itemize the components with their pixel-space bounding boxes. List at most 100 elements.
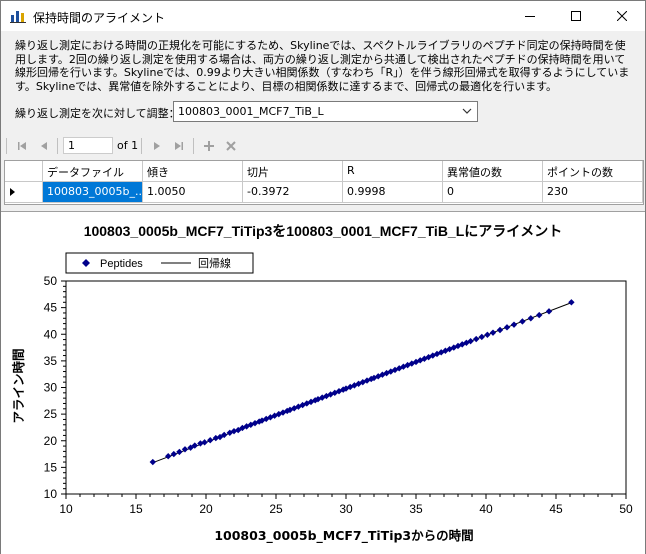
y-tick-label: 40	[44, 327, 58, 341]
peptide-point[interactable]	[207, 437, 214, 444]
last-record-button[interactable]	[171, 138, 187, 154]
column-header[interactable]: 切片	[243, 161, 343, 182]
description-text: 繰り返し測定における時間の正規化を可能にするため、Skylineでは、スペクトル…	[15, 39, 630, 93]
peptide-point[interactable]	[527, 315, 534, 322]
alignment-chart[interactable]: 100803_0005b_MCF7_TiTip3を100803_0001_MCF…	[1, 212, 645, 554]
record-navigator	[1, 135, 645, 157]
next-icon	[154, 142, 160, 150]
close-icon	[617, 11, 627, 21]
peptide-point[interactable]	[536, 311, 543, 319]
title-bar[interactable]: 保持時間のアライメント	[1, 1, 645, 31]
y-tick-label: 25	[44, 407, 58, 421]
peptide-point[interactable]	[412, 358, 420, 366]
peptide-point[interactable]	[351, 382, 358, 389]
x-tick-label: 25	[269, 502, 283, 516]
peptide-point[interactable]	[568, 299, 575, 306]
row-header-corner	[5, 161, 43, 182]
peptide-point[interactable]	[503, 324, 511, 331]
maximize-icon	[571, 11, 581, 21]
adjust-label: 繰り返し測定を次に対して調整：	[15, 107, 180, 120]
navigator-separator	[141, 138, 142, 154]
peptide-point[interactable]	[191, 442, 198, 449]
delete-record-button[interactable]	[223, 138, 239, 154]
peptide-point[interactable]	[510, 321, 518, 328]
peptide-point[interactable]	[467, 337, 474, 345]
peptide-point[interactable]	[176, 448, 183, 456]
table-cell[interactable]: 1.0050	[143, 182, 243, 203]
x-tick-label: 30	[339, 502, 353, 516]
x-tick-label: 40	[479, 502, 493, 516]
table-cell[interactable]: 0	[443, 182, 543, 203]
legend-entry-regression: 回帰線	[198, 256, 231, 270]
y-tick-label: 35	[44, 354, 58, 368]
maximize-button[interactable]	[553, 1, 599, 31]
replicate-combobox-value: 100803_0001_MCF7_TiB_L	[178, 105, 324, 118]
peptide-point[interactable]	[342, 385, 350, 392]
close-button[interactable]	[599, 1, 645, 31]
prev-icon	[41, 142, 47, 150]
alignment-chart-panel[interactable]: 100803_0005b_MCF7_TiTip3を100803_0001_MCF…	[1, 211, 645, 554]
y-tick-label: 20	[44, 434, 58, 448]
last-icon	[175, 142, 183, 150]
y-tick-label: 30	[44, 381, 58, 395]
x-tick-label: 10	[59, 502, 73, 516]
y-tick-label: 10	[44, 487, 58, 501]
chart-legend: Peptides 回帰線	[65, 252, 254, 274]
chart-title: 100803_0005b_MCF7_TiTip3を100803_0001_MCF…	[84, 223, 563, 239]
position-input[interactable]: 1	[63, 137, 113, 154]
column-header[interactable]: R	[343, 161, 443, 182]
y-tick-label: 45	[44, 301, 58, 315]
add-icon	[204, 141, 214, 151]
peptide-point[interactable]	[478, 333, 485, 341]
table-cell[interactable]: 230	[543, 182, 643, 203]
peptide-point[interactable]	[391, 366, 399, 374]
y-tick-label: 15	[44, 460, 58, 474]
column-header[interactable]: 異常値の数	[443, 161, 543, 182]
peptide-point[interactable]	[170, 450, 177, 458]
x-axis-label: 100803_0005b_MCF7_TiTip3からの時間	[214, 528, 473, 544]
prev-record-button[interactable]	[36, 138, 52, 154]
table-cell[interactable]: 0.9998	[343, 182, 443, 203]
table-cell[interactable]: 100803_0005b_...	[43, 182, 143, 203]
x-tick-label: 15	[129, 502, 143, 516]
peptide-point[interactable]	[450, 344, 457, 351]
peptide-point[interactable]	[421, 355, 428, 362]
chart-app-icon	[10, 11, 26, 23]
x-tick-label: 45	[549, 502, 563, 516]
record-count-label: of 1	[117, 139, 139, 152]
row-header[interactable]	[5, 182, 43, 203]
minimize-icon	[525, 16, 535, 17]
peptide-point[interactable]	[496, 326, 504, 334]
peptide-point[interactable]	[275, 410, 282, 418]
peptide-point[interactable]	[489, 329, 497, 336]
peptide-point[interactable]	[181, 446, 189, 453]
y-tick-label: 50	[44, 274, 58, 288]
peptide-point[interactable]	[165, 452, 172, 460]
table-cell[interactable]: -0.3972	[243, 182, 343, 203]
peptide-point[interactable]	[286, 406, 294, 414]
column-header[interactable]: 傾き	[143, 161, 243, 182]
peptide-point[interactable]	[519, 318, 526, 325]
column-header[interactable]: データファイル	[43, 161, 143, 182]
add-record-button[interactable]	[201, 138, 217, 154]
peptide-point[interactable]	[473, 335, 480, 343]
peptide-point[interactable]	[484, 331, 491, 338]
x-tick-label: 35	[409, 502, 423, 516]
y-axis-label: アライン時間	[11, 348, 26, 423]
column-header[interactable]: ポイントの数	[543, 161, 643, 182]
navigator-separator	[57, 138, 58, 154]
first-record-button[interactable]	[14, 138, 30, 154]
peptide-point[interactable]	[307, 398, 315, 406]
peptide-point[interactable]	[149, 458, 156, 466]
x-tick-label: 50	[619, 502, 633, 516]
peptide-point[interactable]	[251, 419, 259, 427]
window-title: 保持時間のアライメント	[33, 11, 166, 25]
navigator-separator	[193, 138, 194, 154]
replicate-combobox[interactable]: 100803_0001_MCF7_TiB_L	[173, 101, 478, 122]
peptide-point[interactable]	[221, 431, 228, 439]
next-record-button[interactable]	[149, 138, 165, 154]
regression-grid: データファイル 傾き 切片 R 異常値の数 ポイントの数 100803_0005…	[4, 160, 644, 205]
peptide-point[interactable]	[545, 308, 553, 315]
minimize-button[interactable]	[507, 1, 553, 31]
